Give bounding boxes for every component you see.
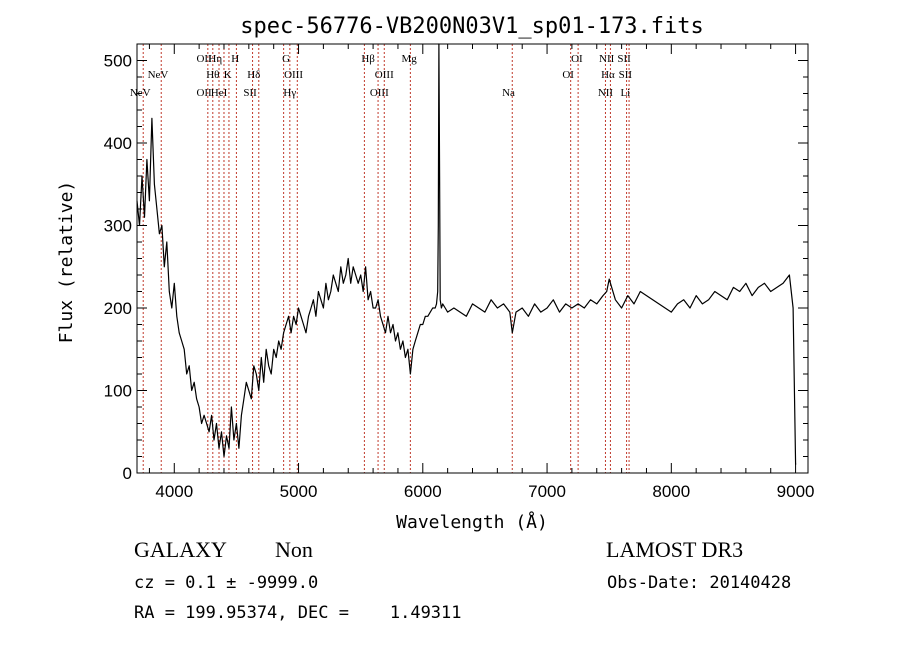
line-label: NII [598, 87, 614, 99]
object-subclass-label: Non [275, 537, 313, 562]
line-label: SII [617, 53, 631, 65]
line-label: HeI [211, 87, 228, 99]
line-label: Hβ [361, 53, 375, 65]
spectrum-series [136, 43, 797, 465]
x-tick-label: 8000 [652, 482, 690, 501]
line-label: NeV [148, 69, 169, 81]
object-class-label: GALAXY [134, 537, 227, 562]
axes: 4000 5000 6000 7000 8000 9000 0 100 200 300 400 500 [104, 44, 815, 501]
data-release-label: LAMOST DR3 [606, 537, 744, 562]
obs-date-line: Obs-Date: 20140428 [607, 573, 792, 593]
x-tick-label: 7000 [528, 482, 566, 501]
line-label: OII [196, 53, 212, 65]
line-label: SII [619, 69, 633, 81]
line-label: Hγ [283, 87, 296, 99]
x-tick-label: 4000 [155, 482, 193, 501]
line-label: G [282, 53, 290, 65]
chart-title: spec-56776-VB200N03V1_sp01-173.fits [240, 14, 704, 39]
line-label: OIII [370, 87, 389, 99]
line-label: OII [196, 87, 212, 99]
y-tick-label: 300 [104, 217, 132, 236]
y-axis-label: Flux (relative) [56, 181, 77, 344]
line-label: K [224, 69, 232, 81]
ra-dec-line: RA = 199.95374, DEC = 1.49311 [134, 603, 462, 623]
line-label: Hθ [206, 69, 219, 81]
line-label: Hη [208, 53, 222, 65]
line-label: NII [599, 53, 615, 65]
line-label: OIII [375, 69, 394, 81]
line-markers [142, 44, 630, 473]
line-label: OI [571, 53, 583, 65]
line-label: Mg [401, 53, 417, 65]
line-label: Hδ [247, 69, 260, 81]
y-tick-label: 400 [104, 134, 132, 153]
x-tick-label: 9000 [777, 482, 815, 501]
line-label: SII [243, 87, 257, 99]
y-tick-label: 0 [123, 464, 132, 483]
redshift-line: cz = 0.1 ± -9999.0 [134, 573, 319, 593]
line-label: Li [620, 87, 630, 99]
y-tick-label: 200 [104, 299, 132, 318]
plot-frame [136, 43, 809, 474]
y-tick-label: 100 [104, 382, 132, 401]
line-label: Na [502, 87, 515, 99]
series-layer [136, 43, 797, 465]
line-label: H [231, 53, 239, 65]
x-axis-label: Wavelength (Å) [396, 511, 548, 533]
line-label: OI [562, 69, 574, 81]
x-tick-label: 5000 [280, 482, 318, 501]
line-label: OIII [284, 69, 303, 81]
y-tick-label: 500 [104, 52, 132, 71]
x-tick-label: 6000 [404, 482, 442, 501]
line-label: Hα [601, 69, 615, 81]
